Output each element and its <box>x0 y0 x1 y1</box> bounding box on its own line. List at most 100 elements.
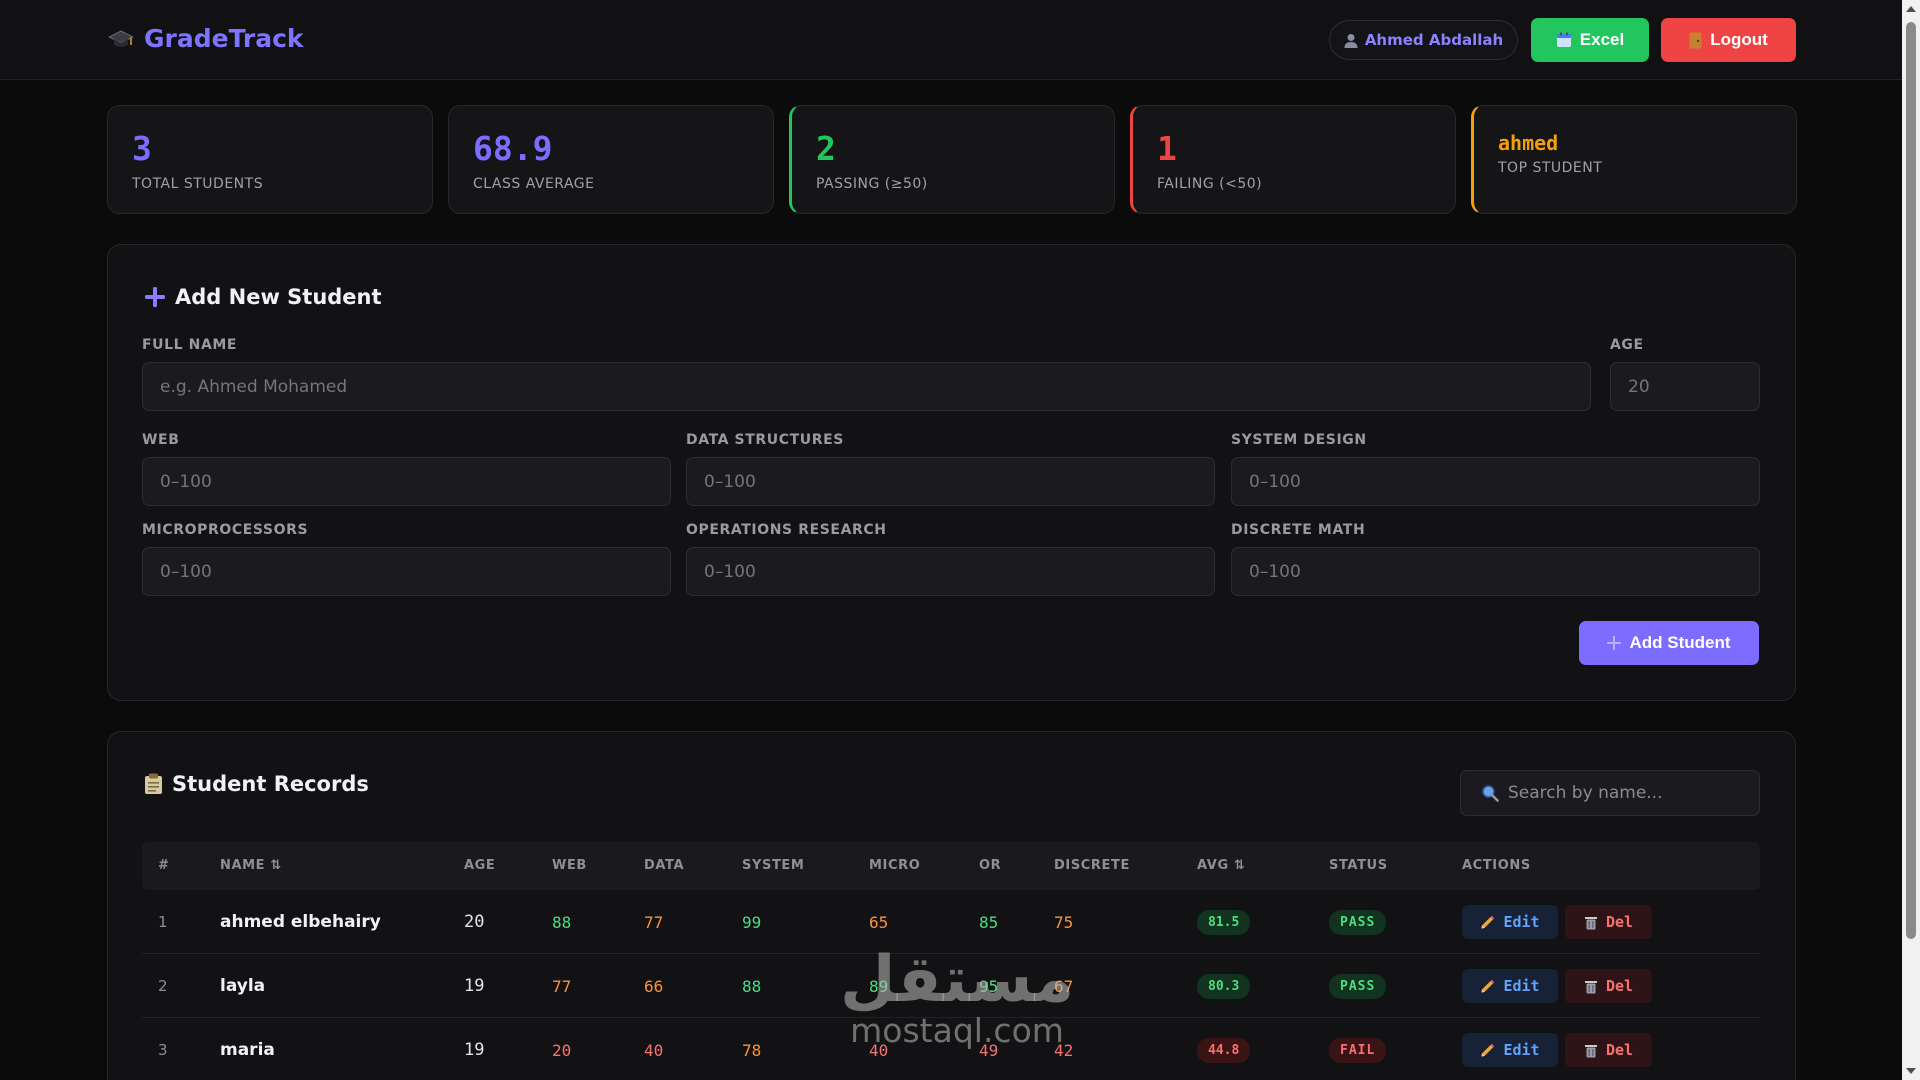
trash-icon <box>1584 916 1597 929</box>
brand[interactable]: GradeTrack <box>108 24 304 53</box>
cell-micro: 65 <box>869 912 889 932</box>
cell-name: maria <box>220 1040 275 1060</box>
cell-idx: 2 <box>158 977 168 995</box>
column-header-discrete: DISCRETE <box>1054 858 1130 873</box>
cell-avg: 80.3 <box>1197 954 1251 1018</box>
table-row: 2 layla 19 77 66 88 89 95 67 80.3 PASS Edit Del <box>142 954 1760 1018</box>
student-records-title-text: Student Records <box>172 772 369 796</box>
discrete-math-input[interactable] <box>1231 547 1760 596</box>
stat-value: 68.9 <box>473 129 553 168</box>
data-structures-label: DATA STRUCTURES <box>686 432 844 448</box>
cell-web: 77 <box>552 976 572 996</box>
cell-data: 66 <box>644 976 664 996</box>
operations-research-input[interactable] <box>686 547 1215 596</box>
stat-label: TOP STUDENT <box>1498 160 1603 176</box>
search-input[interactable] <box>1508 783 1748 803</box>
average-badge: 44.8 <box>1197 1037 1251 1063</box>
web-input[interactable] <box>142 457 671 506</box>
stat-label: FAILING (<50) <box>1157 176 1263 192</box>
cell-idx: 3 <box>158 1041 168 1059</box>
brand-name: GradeTrack <box>144 24 304 53</box>
status-badge: FAIL <box>1329 1037 1387 1063</box>
scroll-thumb[interactable] <box>1906 22 1916 939</box>
data-structures-input[interactable] <box>686 457 1215 506</box>
add-student-title-text: Add New Student <box>175 285 382 309</box>
column-header-name[interactable]: NAME ⇅ <box>220 858 282 873</box>
cell-web: 88 <box>552 912 572 932</box>
delete-button[interactable]: Del <box>1565 905 1652 939</box>
edit-button[interactable]: Edit <box>1462 969 1558 1003</box>
cell-status: FAIL <box>1329 1018 1387 1080</box>
edit-button-label: Edit <box>1503 1041 1540 1059</box>
average-badge: 80.3 <box>1197 973 1251 999</box>
column-header-age: AGE <box>464 858 496 873</box>
operations-research-label: OPERATIONS RESEARCH <box>686 522 887 538</box>
edit-button-label: Edit <box>1503 977 1540 995</box>
add-student-button[interactable]: Add Student <box>1579 621 1759 665</box>
stat-value: 2 <box>816 129 836 168</box>
table-row: 3 maria 19 20 40 78 40 49 42 44.8 FAIL Edit Del <box>142 1018 1760 1080</box>
delete-button-label: Del <box>1605 1041 1634 1059</box>
stat-value: ahmed <box>1498 131 1559 155</box>
scroll-up-arrow-icon[interactable] <box>1906 6 1916 12</box>
system-design-label: SYSTEM DESIGN <box>1231 432 1367 448</box>
cell-web: 20 <box>552 1040 572 1060</box>
page-scrollbar[interactable] <box>1902 0 1920 1080</box>
stat-class-average: 68.9 CLASS AVERAGE <box>448 105 774 214</box>
cell-name: ahmed elbehairy <box>220 912 381 932</box>
user-badge[interactable]: Ahmed Abdallah <box>1329 20 1518 60</box>
cell-actions: Edit Del <box>1462 890 1652 954</box>
age-input[interactable] <box>1610 362 1760 411</box>
cell-or: 95 <box>979 976 999 996</box>
cell-name: layla <box>220 976 266 996</box>
add-student-panel: Add New Student FULL NAME AGE WEB DATA S… <box>107 244 1796 701</box>
status-badge: PASS <box>1329 973 1387 999</box>
column-header-avg[interactable]: AVG ⇅ <box>1197 858 1246 873</box>
edit-button-label: Edit <box>1503 913 1540 931</box>
stat-failing: 1 FAILING (<50) <box>1130 105 1456 214</box>
search-box[interactable] <box>1460 770 1760 816</box>
logout-button[interactable]: Logout <box>1661 18 1796 62</box>
table-header: # NAME ⇅ AGE WEB DATA SYSTEM MICRO OR DI… <box>142 842 1760 890</box>
pencil-icon <box>1481 979 1495 992</box>
column-header-or: OR <box>979 858 1002 873</box>
stat-label: CLASS AVERAGE <box>473 176 595 192</box>
cell-age: 19 <box>464 1040 485 1060</box>
stat-value: 3 <box>132 129 152 168</box>
plus-icon <box>1607 636 1622 650</box>
excel-icon <box>1556 32 1571 47</box>
full-name-input[interactable] <box>142 362 1591 411</box>
excel-export-button[interactable]: Excel <box>1531 18 1649 62</box>
column-header-data: DATA <box>644 858 685 873</box>
clipboard-icon <box>145 773 162 794</box>
stat-passing: 2 PASSING (≥50) <box>789 105 1115 214</box>
cell-system: 78 <box>742 1040 762 1060</box>
scroll-down-arrow-icon[interactable] <box>1906 1068 1916 1074</box>
graduation-cap-icon <box>108 29 134 47</box>
column-header-status: STATUS <box>1329 858 1388 873</box>
system-design-input[interactable] <box>1231 457 1760 506</box>
web-label: WEB <box>142 432 180 448</box>
cell-idx: 1 <box>158 913 168 931</box>
delete-button-label: Del <box>1605 913 1634 931</box>
stat-top-student: ahmed TOP STUDENT <box>1471 105 1797 214</box>
search-icon <box>1482 785 1499 802</box>
edit-button[interactable]: Edit <box>1462 1033 1558 1067</box>
discrete-math-label: DISCRETE MATH <box>1231 522 1366 538</box>
cell-data: 77 <box>644 912 664 932</box>
microprocessors-input[interactable] <box>142 547 671 596</box>
delete-button[interactable]: Del <box>1565 969 1652 1003</box>
cell-actions: Edit Del <box>1462 1018 1652 1080</box>
edit-button[interactable]: Edit <box>1462 905 1558 939</box>
status-badge: PASS <box>1329 909 1387 935</box>
cell-status: PASS <box>1329 890 1387 954</box>
pencil-icon <box>1481 915 1495 928</box>
cell-data: 40 <box>644 1040 664 1060</box>
student-records-title: Student Records <box>144 772 369 796</box>
plus-icon <box>145 287 165 307</box>
cell-avg: 81.5 <box>1197 890 1251 954</box>
trash-icon <box>1584 1044 1597 1057</box>
user-name: Ahmed Abdallah <box>1364 31 1504 49</box>
delete-button[interactable]: Del <box>1565 1033 1652 1067</box>
pencil-icon <box>1481 1043 1495 1056</box>
